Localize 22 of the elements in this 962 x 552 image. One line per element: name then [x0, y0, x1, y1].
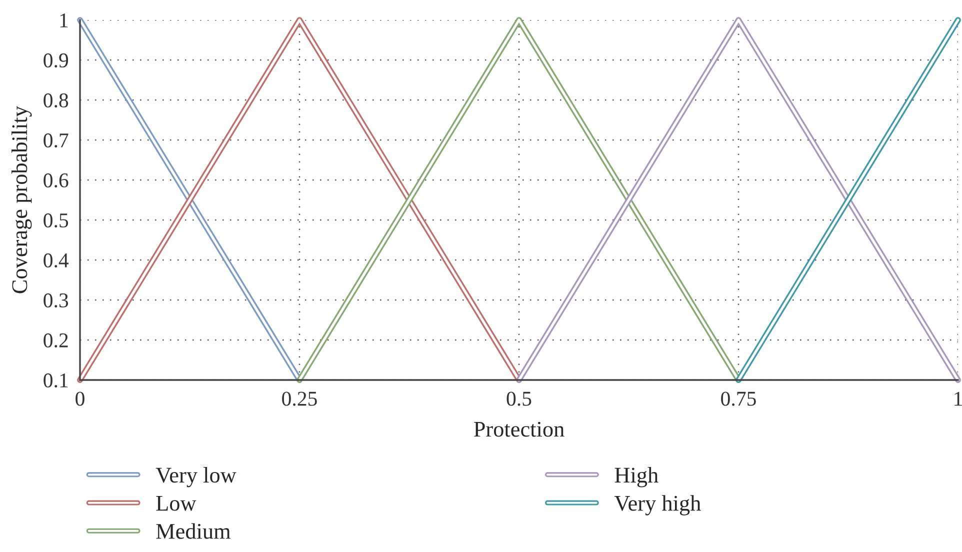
- legend-label: High: [614, 467, 658, 488]
- legend-label: Very high: [614, 495, 701, 516]
- x-tick-label: 0.5: [506, 392, 532, 406]
- y-tick-label: 0.6: [44, 173, 68, 188]
- x-axis-title: Protection: [474, 422, 564, 437]
- legend-label: Low: [156, 496, 196, 511]
- legend-label: Medium: [156, 523, 231, 539]
- x-tick-label: 0.75: [721, 392, 756, 406]
- y-tick-label: 0.2: [44, 333, 68, 348]
- x-tick-label: 0.25: [282, 392, 317, 406]
- y-tick-label: 0.4: [44, 253, 69, 268]
- y-axis-title: Coverage probability: [12, 106, 32, 294]
- x-tick-label: 0: [76, 392, 84, 406]
- y-tick-label: 0.7: [44, 133, 68, 148]
- y-tick-label: 0.3: [44, 293, 68, 308]
- y-tick-label: 0.9: [44, 53, 68, 68]
- x-tick-label: 1: [954, 392, 962, 406]
- y-tick-label: 0.5: [44, 213, 68, 228]
- y-tick-label: 0.8: [44, 93, 68, 108]
- y-tick-label: 1: [60, 13, 68, 28]
- legend-label: Very low: [156, 467, 236, 488]
- y-tick-label: 0.1: [44, 373, 68, 388]
